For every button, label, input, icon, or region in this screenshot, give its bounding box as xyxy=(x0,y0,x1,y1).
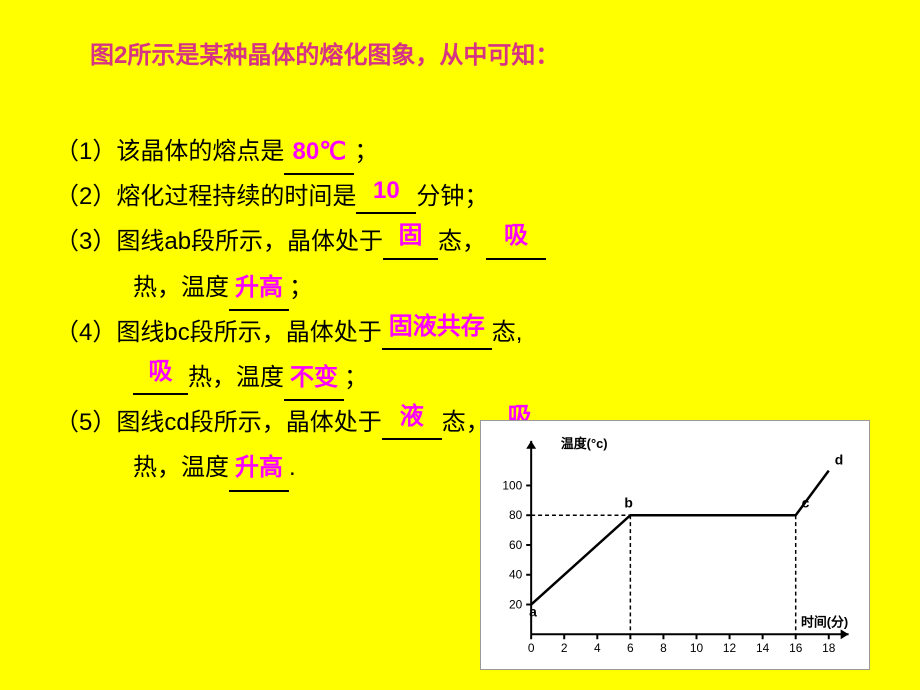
q3-mid1: 态， xyxy=(438,228,486,255)
q5-pre: （5）图线cd段所示，晶体处于 xyxy=(55,409,382,436)
svg-text:温度(°c): 温度(°c) xyxy=(561,436,608,451)
q4-mid2: 热，温度 xyxy=(188,364,284,391)
q5-l2pre: 热，温度 xyxy=(133,454,229,481)
q5-row1: （5）图线cd段所示，晶体处于液态，吸 xyxy=(55,401,550,446)
q4-a2: 吸 xyxy=(133,350,188,395)
q3-pre: （3）图线ab段所示，晶体处于 xyxy=(55,228,383,255)
q4-row1: （4）图线bc段所示，晶体处于固液共存态, xyxy=(55,311,550,356)
question-block: （1）该晶体的熔点是80℃； （2）熔化过程持续的时间是10分钟； （3）图线a… xyxy=(55,130,550,492)
q4-post: ； xyxy=(344,364,368,391)
chart-container: 0 2 4 6 8 10 12 14 16 18 20 40 60 80 100 温度(°c) 时间(分) a b c… xyxy=(480,420,870,670)
q1-pre: （1）该晶体的熔点是 xyxy=(55,138,284,165)
svg-text:b: b xyxy=(624,494,632,510)
svg-text:14: 14 xyxy=(756,641,770,655)
q4-a1: 固液共存 xyxy=(382,305,492,350)
svg-text:c: c xyxy=(802,494,810,510)
svg-text:12: 12 xyxy=(723,641,737,655)
q5-a3: 升高 xyxy=(229,446,289,491)
svg-text:40: 40 xyxy=(509,568,523,582)
q2-row: （2）熔化过程持续的时间是10分钟； xyxy=(55,175,550,220)
q2-ans: 10 xyxy=(356,169,416,214)
q3-a3: 升高 xyxy=(229,266,289,311)
q3-row1: （3）图线ab段所示，晶体处于固态，吸 xyxy=(55,220,550,265)
chart-svg: 0 2 4 6 8 10 12 14 16 18 20 40 60 80 100 温度(°c) 时间(分) a b c… xyxy=(481,421,869,669)
title-text: 图2所示是某种晶体的熔化图象，从中可知： xyxy=(90,35,559,70)
svg-text:80: 80 xyxy=(509,508,523,522)
svg-text:60: 60 xyxy=(509,538,523,552)
q3-l2post: ； xyxy=(289,274,313,301)
q4-row2: 吸热，温度不变； xyxy=(133,356,550,401)
svg-text:10: 10 xyxy=(690,641,704,655)
svg-text:时间(分): 时间(分) xyxy=(801,614,848,629)
svg-text:16: 16 xyxy=(789,641,803,655)
svg-text:0: 0 xyxy=(528,641,535,655)
q3-a1: 固 xyxy=(383,214,438,259)
svg-text:d: d xyxy=(835,452,843,468)
q4-a3: 不变 xyxy=(284,356,344,401)
svg-text:a: a xyxy=(529,603,537,619)
q3-l2pre: 热，温度 xyxy=(133,274,229,301)
q2-post: 分钟； xyxy=(416,183,488,210)
q1-ans: 80℃ xyxy=(284,130,354,175)
svg-text:20: 20 xyxy=(509,597,523,611)
q4-mid1: 态, xyxy=(492,319,523,346)
q2-pre: （2）熔化过程持续的时间是 xyxy=(55,183,356,210)
q3-a2: 吸 xyxy=(486,214,546,259)
svg-text:18: 18 xyxy=(822,641,836,655)
q1-post: ； xyxy=(354,138,378,165)
svg-text:2: 2 xyxy=(561,641,568,655)
q5-l2post: . xyxy=(289,454,296,481)
svg-text:6: 6 xyxy=(627,641,634,655)
q5-a1: 液 xyxy=(382,395,442,440)
svg-text:8: 8 xyxy=(660,641,667,655)
svg-text:100: 100 xyxy=(502,478,522,492)
svg-text:4: 4 xyxy=(594,641,601,655)
q1-row: （1）该晶体的熔点是80℃； xyxy=(55,130,550,175)
q4-pre: （4）图线bc段所示，晶体处于 xyxy=(55,319,382,346)
